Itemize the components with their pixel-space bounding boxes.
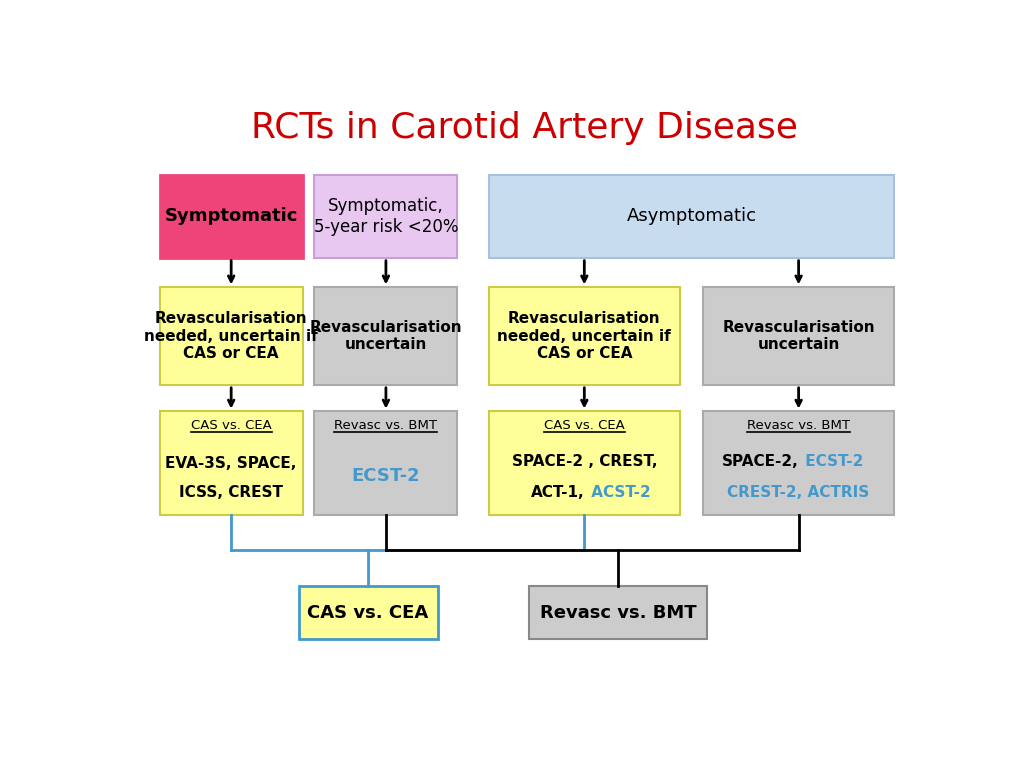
Text: Revasc vs. BMT: Revasc vs. BMT [748, 419, 850, 432]
Text: Revascularisation
needed, uncertain if
CAS or CEA: Revascularisation needed, uncertain if C… [498, 311, 671, 361]
Text: Revasc vs. BMT: Revasc vs. BMT [335, 419, 437, 432]
FancyBboxPatch shape [489, 287, 680, 385]
Text: Asymptomatic: Asymptomatic [627, 207, 757, 225]
Text: EVA-3S, SPACE,: EVA-3S, SPACE, [166, 455, 297, 471]
Text: ECST-2: ECST-2 [351, 467, 420, 485]
FancyBboxPatch shape [314, 412, 458, 515]
Text: CAS vs. CEA: CAS vs. CEA [544, 419, 625, 432]
FancyBboxPatch shape [314, 287, 458, 385]
FancyBboxPatch shape [314, 175, 458, 258]
Text: ICSS, CREST: ICSS, CREST [179, 485, 284, 500]
FancyBboxPatch shape [489, 412, 680, 515]
Text: Revascularisation
needed, uncertain if
CAS or CEA: Revascularisation needed, uncertain if C… [144, 311, 318, 361]
FancyBboxPatch shape [703, 412, 894, 515]
Text: ACST-2: ACST-2 [586, 485, 650, 500]
Text: RCTs in Carotid Artery Disease: RCTs in Carotid Artery Disease [251, 111, 799, 144]
Text: Revascularisation
uncertain: Revascularisation uncertain [722, 320, 874, 353]
Text: Revascularisation
uncertain: Revascularisation uncertain [309, 320, 462, 353]
FancyBboxPatch shape [489, 175, 894, 258]
FancyBboxPatch shape [160, 412, 303, 515]
Text: Revasc vs. BMT: Revasc vs. BMT [540, 604, 696, 621]
Text: ACT-1,: ACT-1, [530, 485, 585, 500]
Text: CAS vs. CEA: CAS vs. CEA [307, 604, 429, 621]
Text: Symptomatic,
5-year risk <20%: Symptomatic, 5-year risk <20% [313, 197, 458, 236]
Text: Symptomatic: Symptomatic [165, 207, 298, 225]
Text: ECST-2: ECST-2 [800, 454, 863, 468]
FancyBboxPatch shape [160, 175, 303, 258]
FancyBboxPatch shape [528, 586, 708, 639]
Text: SPACE-2,: SPACE-2, [722, 454, 799, 468]
FancyBboxPatch shape [299, 586, 437, 639]
Text: CAS vs. CEA: CAS vs. CEA [190, 419, 271, 432]
Text: CREST-2, ACTRIS: CREST-2, ACTRIS [727, 485, 869, 500]
FancyBboxPatch shape [703, 287, 894, 385]
Text: SPACE-2 , CREST,: SPACE-2 , CREST, [512, 454, 657, 468]
FancyBboxPatch shape [160, 287, 303, 385]
